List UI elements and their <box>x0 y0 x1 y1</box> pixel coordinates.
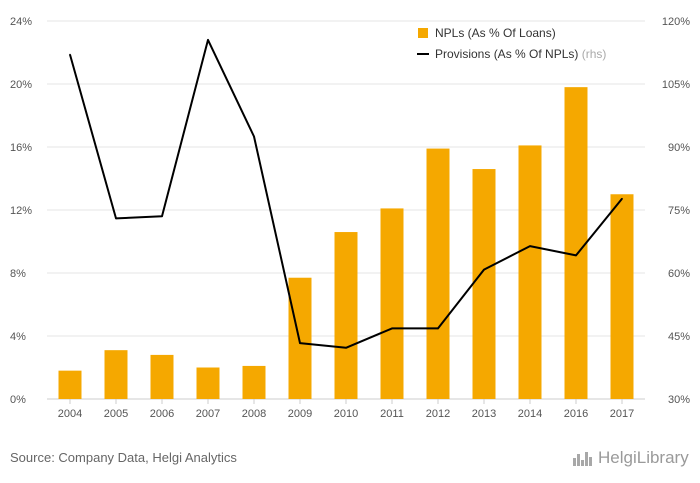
npl-bar <box>610 194 634 399</box>
legend-npl-label: NPLs (As % Of Loans) <box>435 26 556 40</box>
x-tick-label: 2009 <box>288 408 312 420</box>
x-tick-label: 2006 <box>150 408 174 420</box>
legend-bar-swatch <box>418 28 428 38</box>
legend-rhs-suffix: (rhs) <box>582 47 607 61</box>
provisions-point <box>345 346 347 349</box>
npl-bar <box>426 148 450 399</box>
provisions-point <box>161 215 163 218</box>
npl-bars <box>58 87 634 400</box>
x-axis-ticks: 2004 2005 2006 2007 2008 2009 2010 2011 2012 2013… <box>58 399 634 420</box>
right-tick-label: 60% <box>668 268 690 280</box>
provisions-point <box>529 245 531 247</box>
left-axis-ticks: 0% 4% 8% 12% 16% 20% 24% <box>10 16 32 406</box>
x-tick-label: 2005 <box>104 408 128 420</box>
left-tick-label: 24% <box>10 16 32 28</box>
left-tick-label: 0% <box>10 394 26 406</box>
npl-bar <box>150 354 174 399</box>
npl-bar <box>334 232 358 399</box>
left-tick-label: 12% <box>10 205 32 217</box>
x-tick-label: 2007 <box>196 408 220 420</box>
x-tick-label: 2004 <box>58 408 82 420</box>
provisions-point <box>207 39 209 41</box>
right-tick-label: 120% <box>662 16 690 28</box>
combo-chart: 0% 4% 8% 12% 16% 20% 24% 30% 45% 60% 75% 90% 105% 12… <box>10 16 690 420</box>
npl-bar <box>196 367 220 399</box>
x-tick-label: 2008 <box>242 408 266 420</box>
right-tick-label: 30% <box>668 394 690 406</box>
provisions-point <box>115 217 117 220</box>
npl-bar <box>288 277 312 399</box>
brand-name: HelgiLibrary <box>598 448 689 467</box>
right-axis-ticks: 30% 45% 60% 75% 90% 105% 120% <box>662 16 690 406</box>
source-note: Source: Company Data, Helgi Analytics <box>10 450 237 465</box>
provisions-point <box>253 135 255 138</box>
left-tick-label: 16% <box>10 142 32 154</box>
npl-bar <box>380 208 404 399</box>
npl-bar <box>472 169 496 399</box>
x-tick-label: 2010 <box>334 408 358 420</box>
x-tick-label: 2016 <box>564 408 588 420</box>
provisions-point <box>483 268 485 271</box>
provisions-point <box>575 254 577 257</box>
city-skyline-icon <box>573 452 592 466</box>
left-tick-label: 4% <box>10 331 26 343</box>
provisions-point <box>437 327 439 330</box>
provisions-point <box>391 327 393 330</box>
x-tick-label: 2017 <box>610 408 634 420</box>
left-tick-label: 20% <box>10 79 32 91</box>
right-tick-label: 90% <box>668 142 690 154</box>
right-tick-label: 75% <box>668 205 690 217</box>
brand-logo: HelgiLibrary <box>572 448 689 468</box>
npl-bar <box>58 370 82 399</box>
provisions-line <box>69 38 623 349</box>
legend-provisions-label: Provisions (As % Of NPLs) (rhs) <box>435 47 606 61</box>
npl-bar <box>564 87 588 400</box>
left-tick-label: 8% <box>10 268 26 280</box>
x-tick-label: 2012 <box>426 408 450 420</box>
right-tick-label: 105% <box>662 79 690 91</box>
provisions-point <box>621 197 623 200</box>
x-tick-label: 2011 <box>380 408 404 420</box>
x-tick-label: 2014 <box>518 408 542 420</box>
npl-bar <box>104 350 128 399</box>
x-tick-label: 2013 <box>472 408 496 420</box>
provisions-point <box>69 53 71 56</box>
provisions-point <box>299 342 301 344</box>
npl-bar <box>242 365 266 399</box>
right-tick-label: 45% <box>668 331 690 343</box>
legend: NPLs (As % Of Loans) Provisions (As % Of … <box>417 26 606 61</box>
npl-bar <box>518 145 542 399</box>
